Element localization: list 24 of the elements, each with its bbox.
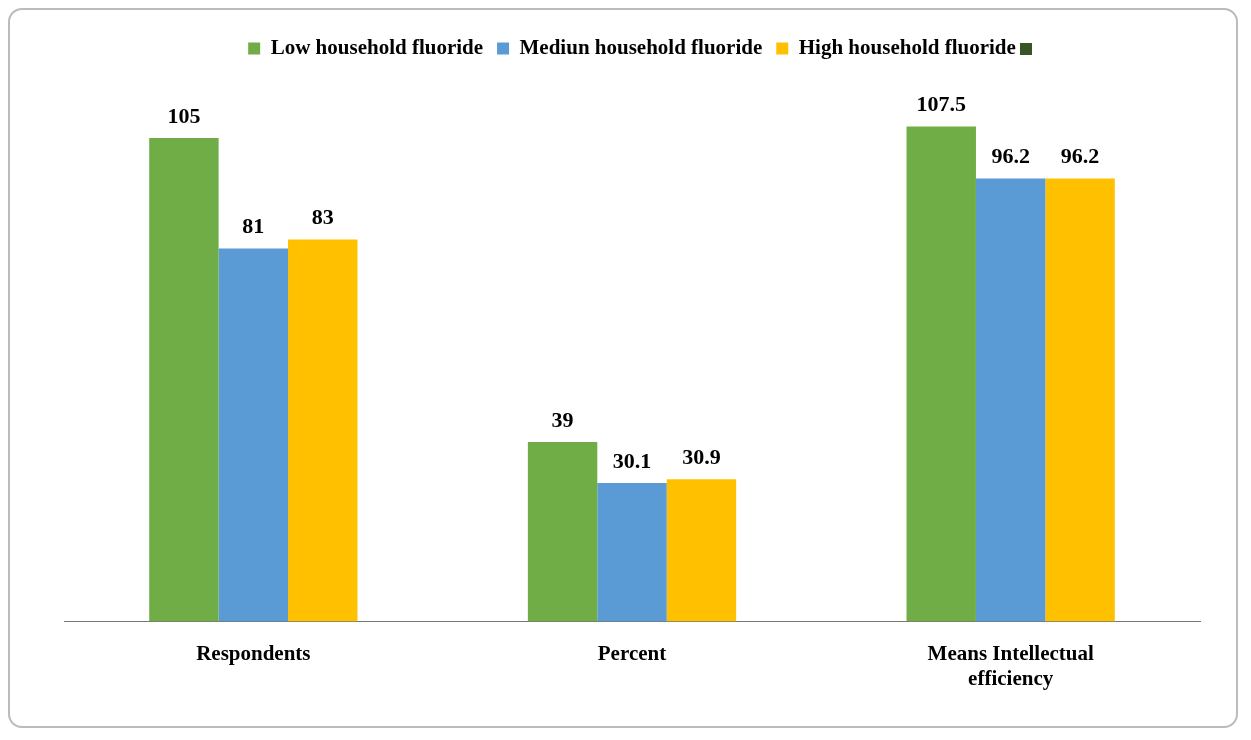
data-label: 96.2 bbox=[1060, 143, 1100, 169]
bar bbox=[149, 138, 219, 622]
data-label: 39 bbox=[551, 406, 574, 432]
legend-label: Mediun household fluoride bbox=[519, 34, 763, 59]
data-label: 96.2 bbox=[991, 143, 1030, 169]
data-label: 107.5 bbox=[916, 91, 966, 117]
data-label: 105 bbox=[167, 102, 201, 128]
legend-label: High household fluoride bbox=[798, 34, 1016, 59]
data-label: 81 bbox=[242, 213, 265, 239]
bar bbox=[597, 482, 667, 622]
data-label: 30.1 bbox=[612, 447, 652, 473]
bar bbox=[666, 479, 737, 622]
bar bbox=[975, 178, 1046, 622]
x-tick-label: Percent bbox=[597, 640, 667, 665]
bar bbox=[527, 442, 598, 622]
bar bbox=[288, 239, 358, 622]
data-label: 30.9 bbox=[682, 443, 721, 469]
bar bbox=[1045, 178, 1115, 622]
legend-label: Low household fluoride bbox=[270, 34, 484, 59]
bar bbox=[218, 248, 289, 622]
bar bbox=[906, 126, 976, 622]
data-label: 83 bbox=[311, 204, 334, 230]
x-tick-label: Means Intellectual efficiency bbox=[927, 640, 1094, 690]
x-tick-label: Respondents bbox=[196, 640, 311, 665]
